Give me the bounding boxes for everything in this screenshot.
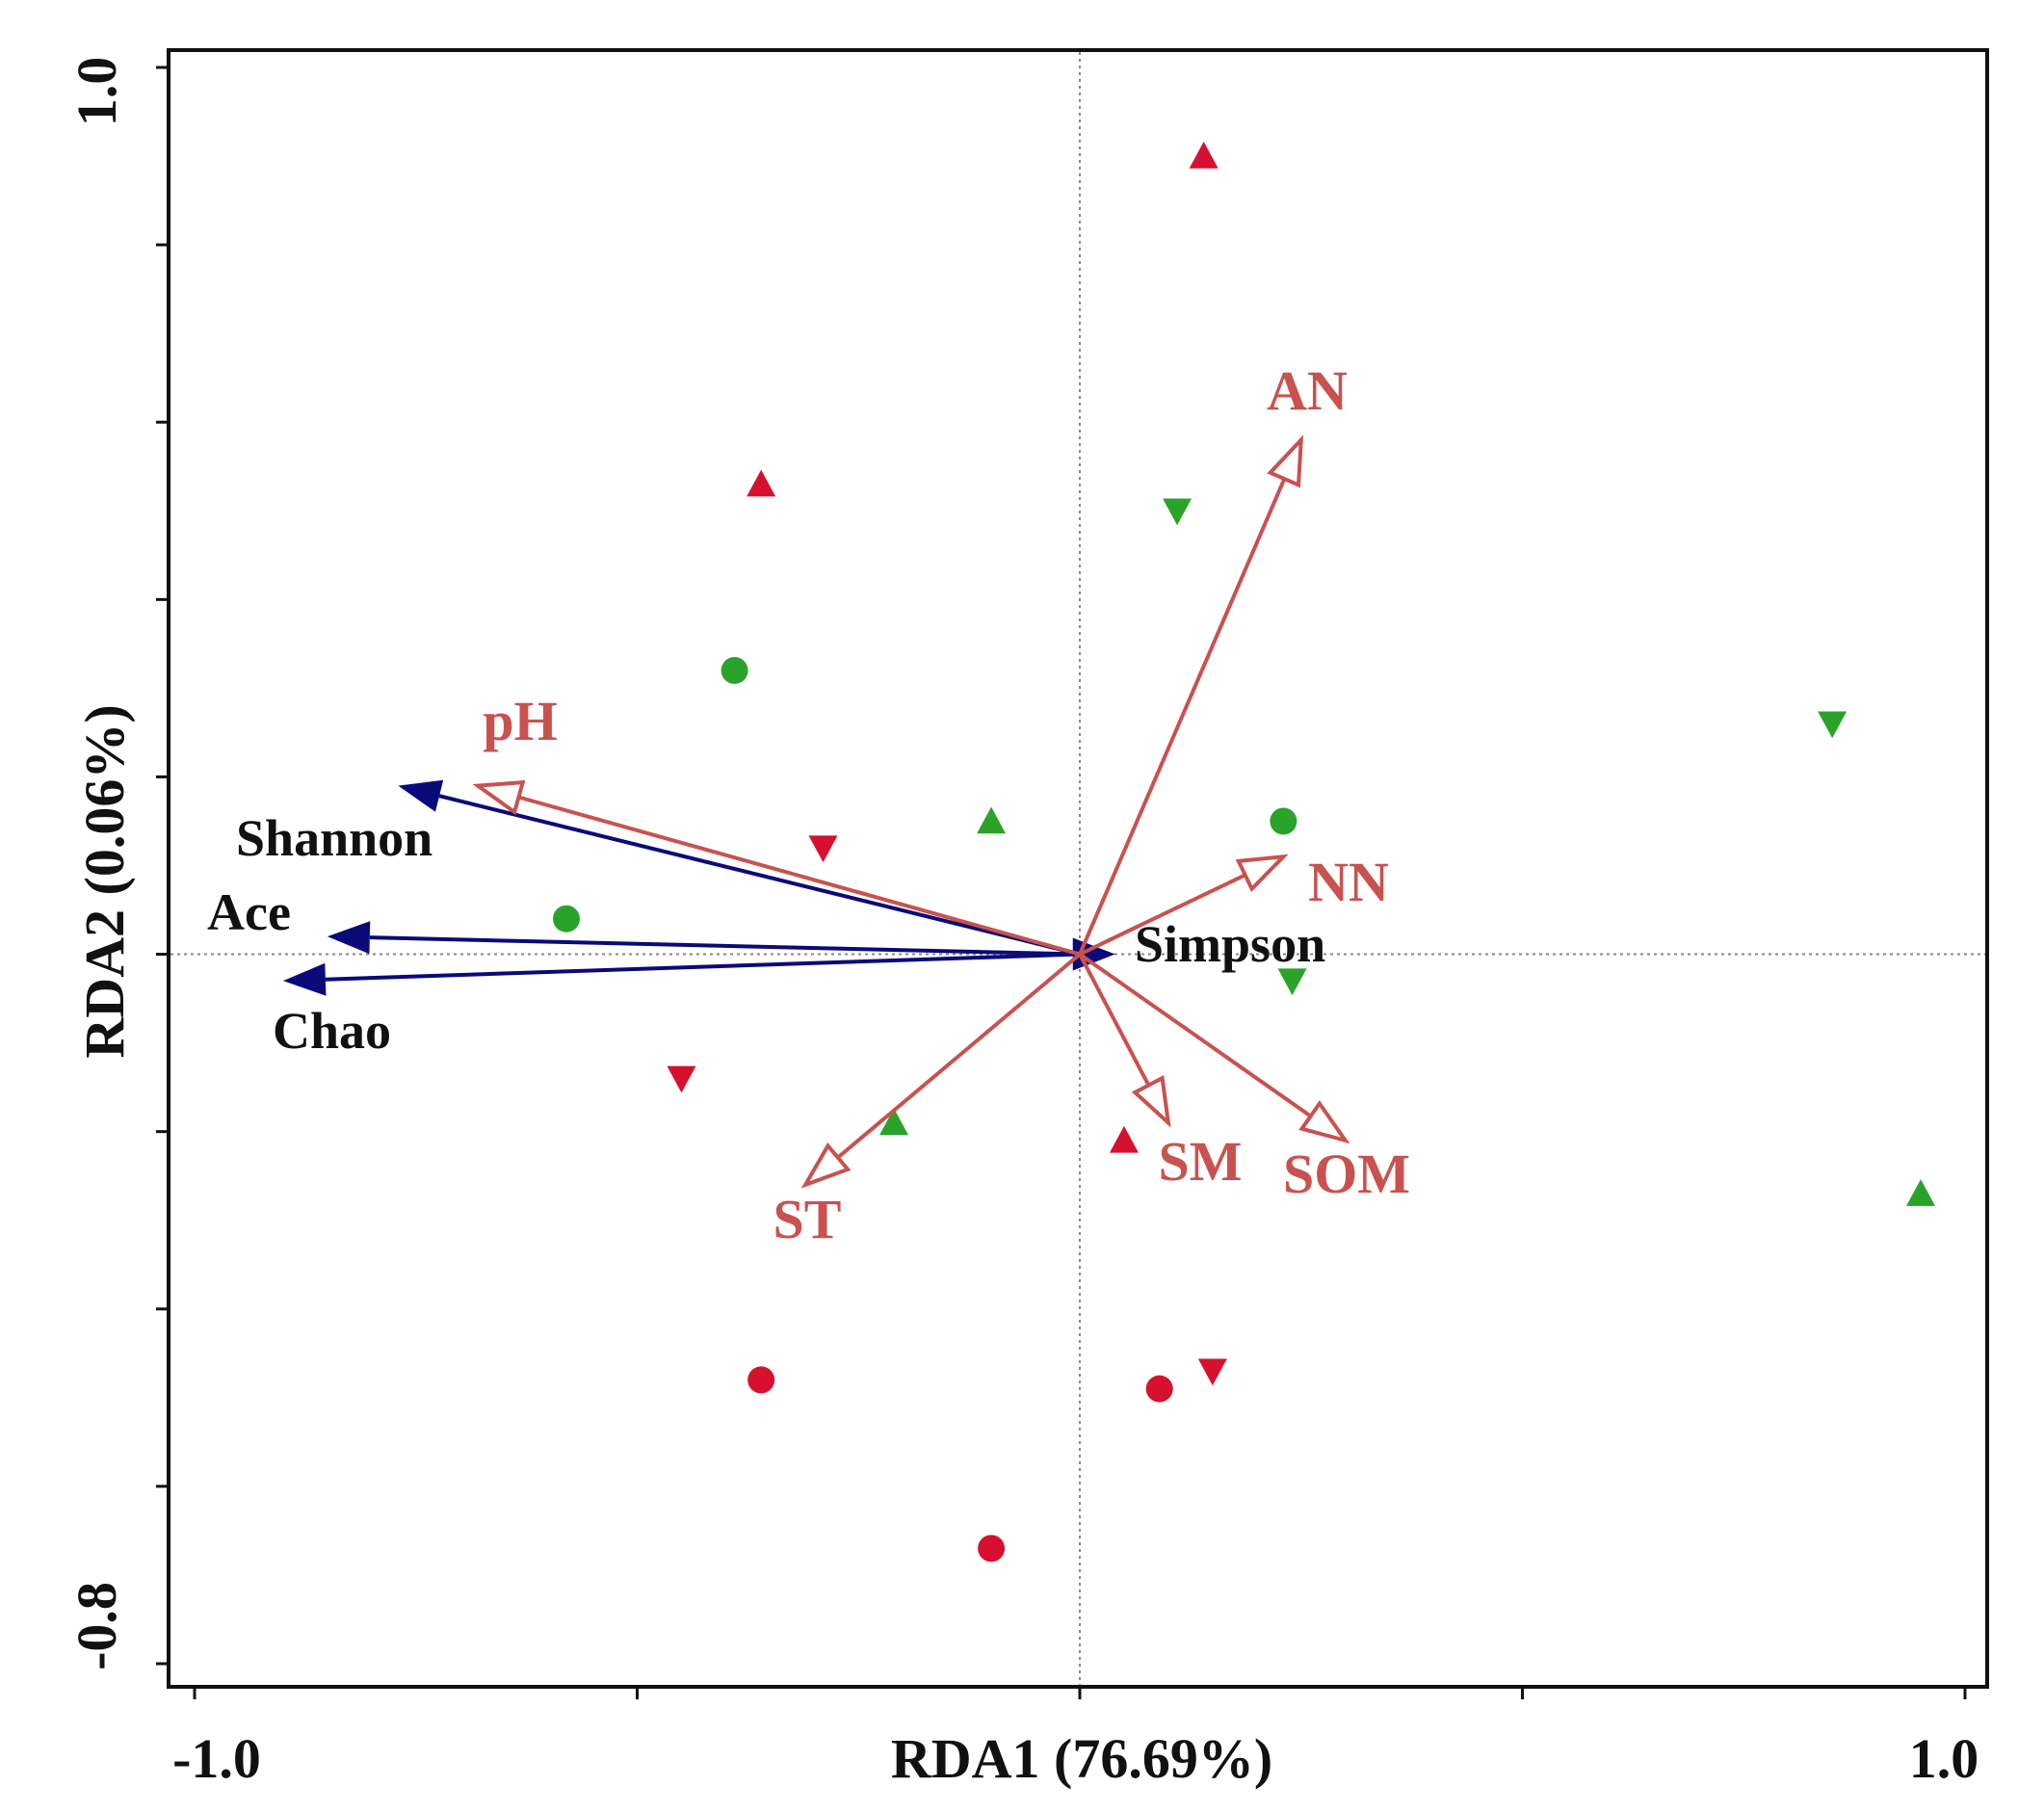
sample-point-red-circle-9: [978, 1535, 1006, 1563]
vector-st-line: [836, 953, 1082, 1160]
vector-sm-arrowhead: [1131, 1074, 1171, 1128]
vector-label-simpson: Simpson: [1135, 915, 1325, 973]
vector-st-arrowhead: [800, 1142, 852, 1189]
sample-point-red-triangle-down-6: [1197, 1358, 1227, 1386]
x-tick-label-min: -1.0: [172, 1727, 261, 1790]
x-tick-label-max: 1.0: [1909, 1727, 1979, 1790]
vector-an-line: [1078, 478, 1287, 956]
sample-point-green-triangle-up-14: [879, 1108, 909, 1136]
vector-chao-arrowhead: [282, 962, 327, 996]
vector-label-an: AN: [1267, 359, 1348, 422]
vector-label-ph: pH: [483, 690, 557, 752]
vector-chao-line: [325, 952, 1081, 982]
sample-point-red-triangle-down-4: [808, 835, 838, 863]
sample-point-green-triangle-down-10: [1163, 498, 1192, 526]
sample-point-red-triangle-up-3: [1109, 1125, 1139, 1153]
sample-points: [552, 142, 1936, 1563]
vector-shannon-arrowhead: [398, 779, 444, 812]
sample-point-red-triangle-up-2: [747, 469, 776, 497]
vector-label-som: SOM: [1283, 1143, 1410, 1205]
vector-an-arrowhead: [1267, 434, 1304, 488]
response-vectors: Shannon Ace Chao Simpson: [207, 779, 1325, 1060]
vector-ace-arrowhead: [327, 921, 371, 955]
vector-som-line: [1078, 952, 1312, 1118]
x-axis-title: RDA1 (76.69%): [891, 1727, 1272, 1790]
vector-ph-line: [517, 795, 1081, 957]
vector-ph-arrowhead: [472, 779, 526, 816]
vector-nn-arrowhead: [1235, 854, 1289, 893]
vector-label-sm: SM: [1159, 1130, 1243, 1193]
sample-point-green-circle-18: [552, 905, 580, 933]
sample-point-green-circle-16: [721, 656, 748, 684]
vector-label-shannon: Shannon: [236, 809, 432, 867]
vector-sm-line: [1078, 953, 1151, 1087]
vector-label-st: ST: [773, 1188, 842, 1250]
y-axis-title: RDA2 (0.06%): [73, 704, 136, 1058]
sample-point-green-triangle-up-15: [1906, 1179, 1936, 1206]
sample-point-green-circle-17: [1270, 807, 1297, 835]
sample-point-red-triangle-down-5: [667, 1065, 696, 1093]
vector-label-ace: Ace: [207, 883, 291, 941]
vector-label-nn: NN: [1308, 851, 1389, 913]
environmental-vectors: AN NN pH ST SM SOM: [472, 359, 1410, 1250]
vector-ace-line: [369, 935, 1081, 957]
sample-point-red-circle-7: [747, 1366, 775, 1394]
y-tick-label-min: -0.8: [66, 1582, 128, 1670]
sample-point-green-triangle-down-12: [1277, 968, 1307, 996]
vector-nn-line: [1079, 873, 1246, 957]
x-axis: [193, 1687, 1967, 1699]
vector-label-chao: Chao: [273, 1002, 391, 1060]
vector-som-arrowhead: [1298, 1100, 1350, 1144]
sample-point-red-circle-8: [1145, 1375, 1173, 1403]
sample-point-red-triangle-up-1: [1189, 142, 1219, 169]
sample-point-green-triangle-up-13: [977, 806, 1007, 834]
sample-point-green-triangle-down-11: [1818, 711, 1847, 739]
plot-frame: [167, 48, 1989, 1689]
y-axis: [156, 66, 169, 1666]
y-tick-label-max: 1.0: [66, 57, 128, 127]
vector-shannon-line: [438, 794, 1081, 957]
